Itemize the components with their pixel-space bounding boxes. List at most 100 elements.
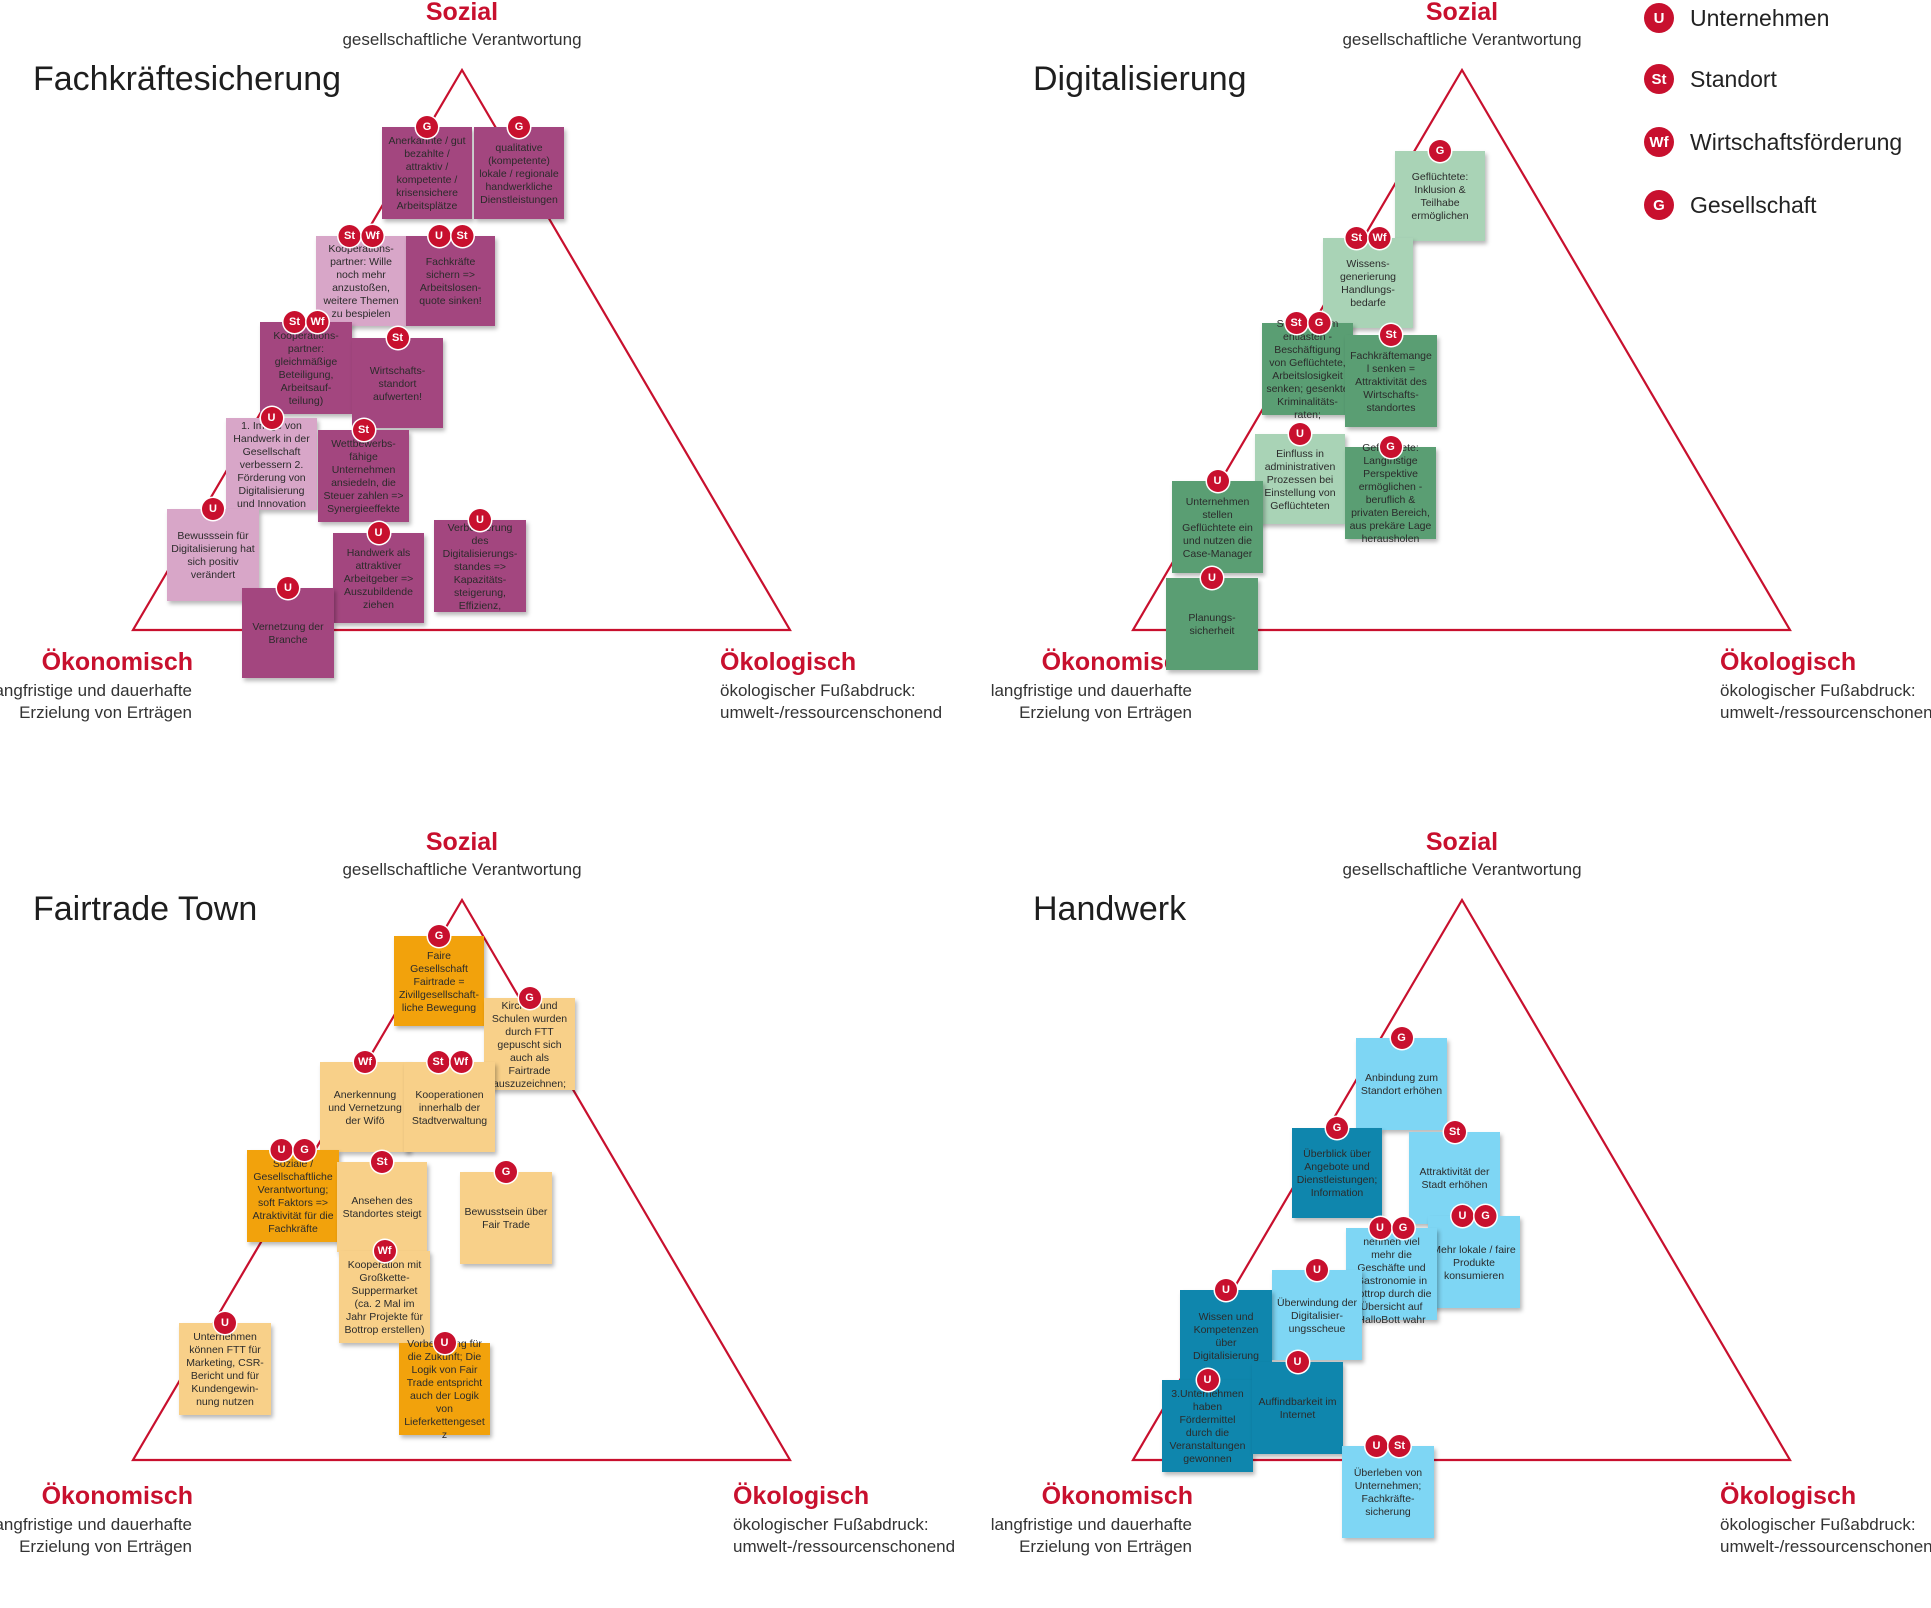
sticky-note: Wettbewerbs-fähige Unternehmen ansiedeln… xyxy=(318,430,409,522)
badge-wirtschaftsfoerderung: Wf xyxy=(1368,227,1391,249)
badge-gesellschaft: G xyxy=(518,987,541,1009)
legend-badge: St xyxy=(1644,64,1674,94)
sticky-note-text: Wettbewerbs-fähige Unternehmen ansiedeln… xyxy=(323,438,404,515)
sticky-note-text: Vernetzung der Branche xyxy=(252,621,324,646)
sticky-note: Wirtschafts-standort aufwerten! xyxy=(352,338,443,428)
badge-standort: St xyxy=(1285,312,1307,334)
sticky-note: Soziale / Gesellschaftliche Verantwortun… xyxy=(247,1150,339,1242)
legend-item-gesellschaft: G Gesellschaft xyxy=(1644,190,1817,220)
panel-handwerk: Handwerk Sozial gesellschaftliche Verantwo… xyxy=(991,828,1931,1608)
sticky-note-text: Kirchen und Schulen wurden durch FTT gep… xyxy=(491,999,568,1090)
stakeholder-badges: St xyxy=(1380,324,1402,346)
stakeholder-badges: St G xyxy=(1285,312,1330,334)
stakeholder-badges: G xyxy=(518,987,541,1009)
sticky-note: Verbesserung des Digitalisierungs-stande… xyxy=(434,520,526,612)
sticky-note: Überblick über Angebote und Dienstleistu… xyxy=(1292,1128,1382,1218)
corner-sozial-title: Sozial xyxy=(425,828,499,856)
corner-oekologisch-subtitle-line2: umwelt-/ressourcenschonend xyxy=(720,703,943,722)
legend-label: Unternehmen xyxy=(1690,4,1830,31)
stakeholder-badges: U xyxy=(1196,1369,1219,1391)
badge-gesellschaft: G xyxy=(293,1139,316,1161)
corner-sozial-subtitle: gesellschaftliche Verantwortung xyxy=(1342,860,1582,879)
sticky-note: Bewusssein für Digitalisierung hat sich … xyxy=(167,509,259,601)
sticky-note-text: Anerkannte / gut bezahlte / attraktiv / … xyxy=(388,135,466,212)
stakeholder-badges: St xyxy=(371,1151,393,1173)
sticky-note: Bewusstsein über Fair Trade xyxy=(460,1172,552,1264)
badge-wirtschaftsfoerderung: Wf xyxy=(450,1051,472,1073)
badge-unternehmen: U xyxy=(1206,470,1229,492)
corner-oekonomisch-subtitle-line1: langfristige und dauerhafte xyxy=(0,1515,192,1534)
sticky-note: Mehr lokale / faire Produkte konsumieren xyxy=(1428,1216,1520,1308)
badge-gesellschaft: G xyxy=(1474,1205,1497,1227)
stakeholder-badges: U xyxy=(260,407,283,429)
badge-standort: St xyxy=(451,225,473,247)
legend-label: Wirtschaftsförderung xyxy=(1690,128,1903,155)
panel-digitalisierung: Digitalisierung Sozial gesellschaftliche V… xyxy=(991,0,1931,778)
legend-badge: U xyxy=(1644,3,1674,33)
stakeholder-badges: G xyxy=(416,116,438,138)
sticky-note-text: Fachkräftemangel senken = Attraktivität … xyxy=(1350,349,1432,414)
badge-standort: St xyxy=(386,327,409,349)
corner-oekonomisch-title: Ökonomisch xyxy=(41,1482,193,1510)
stakeholder-badges: G xyxy=(495,1161,517,1183)
corner-oekonomisch-subtitle-line2: Erzielung von Erträgen xyxy=(1019,703,1192,722)
sticky-note: Kooperation mit Großkette-Suppermarket (… xyxy=(339,1251,430,1343)
corner-oekonomisch-subtitle-line2: Erzielung von Erträgen xyxy=(19,703,192,722)
sticky-note-text: Verbesserung des Digitalisierungs-stande… xyxy=(442,522,518,612)
badge-wirtschaftsfoerderung: Wf xyxy=(306,311,329,333)
corner-sozial-title: Sozial xyxy=(1425,0,1499,26)
badge-unternehmen: U xyxy=(1289,423,1311,445)
sticky-note: Fachkräftemangel senken = Attraktivität … xyxy=(1345,335,1437,427)
stakeholder-badges: U xyxy=(202,498,224,520)
sticky-note-text: Faire Gesellschaft Fairtrade = Zivillges… xyxy=(399,949,479,1014)
stakeholder-badges: U xyxy=(1206,470,1229,492)
badge-unternehmen: U xyxy=(277,577,299,599)
panel-title: Digitalisierung xyxy=(1033,60,1247,98)
badge-standort: St xyxy=(1443,1121,1466,1143)
sticky-note-text: Wirtschafts-standort aufwerten! xyxy=(369,364,426,403)
sticky-note-text: Vorbereitung für die Zukunft; Die Logik … xyxy=(404,1338,485,1441)
badge-gesellschaft: G xyxy=(1379,436,1402,458)
legend-badge: G xyxy=(1644,190,1674,220)
badge-unternehmen: U xyxy=(260,407,283,429)
stakeholder-badges: St Wf xyxy=(1345,227,1391,249)
corner-oekonomisch-subtitle-line1: langfristige und dauerhafte xyxy=(0,681,192,700)
sticky-note-text: Planungs-sicherheit xyxy=(1188,612,1236,637)
stakeholder-badges: St Wf xyxy=(338,225,384,247)
stakeholder-badges: U xyxy=(1215,1279,1237,1301)
stakeholder-badges: G xyxy=(508,116,530,138)
badge-unternehmen: U xyxy=(469,509,491,531)
sticky-note-text: Überleben von Unternehmen; Fachkräfte-si… xyxy=(1353,1467,1423,1518)
stakeholder-badges: U xyxy=(277,577,299,599)
badge-unternehmen: U xyxy=(1306,1259,1328,1281)
badge-gesellschaft: G xyxy=(1429,140,1451,162)
corner-oekologisch-title: Ökologisch xyxy=(1720,1482,1857,1510)
sticky-note-text: Wissen und Kompetenzen über Digitalisier… xyxy=(1193,1311,1259,1362)
stakeholder-badges: U xyxy=(367,522,390,544)
corner-oekologisch-title: Ökologisch xyxy=(733,1482,870,1510)
stakeholder-badges: U xyxy=(469,509,491,531)
sticky-note-text: 1. Image von Handwerk in der Gesellschaf… xyxy=(233,419,310,510)
stakeholder-badges: G xyxy=(1326,1117,1348,1139)
legend-label: Standort xyxy=(1690,65,1777,92)
badge-standort: St xyxy=(352,419,375,441)
sticky-note-text: Unternehmen können FTT für Marketing, CS… xyxy=(186,1331,264,1408)
sticky-note-text: Bewusssein für Digitalisierung hat sich … xyxy=(171,530,255,581)
sticky-note-text: Kooperations-partner: Wille noch mehr an… xyxy=(323,243,399,320)
sticky-note: Unternehmen können FTT für Marketing, CS… xyxy=(179,1323,271,1415)
sticky-note: Vorbereitung für die Zukunft; Die Logik … xyxy=(399,1338,490,1441)
badge-standort: St xyxy=(1388,1435,1411,1457)
sticky-note: Sozialsystem entlasten - Beschäftigung v… xyxy=(1262,318,1353,421)
corner-sozial-subtitle: gesellschaftliche Verantwortung xyxy=(342,860,582,879)
sticky-note-text: Einfluss in administrativen Prozessen be… xyxy=(1264,447,1336,512)
sticky-note: Unternehmen stellen Geflüchtete ein und … xyxy=(1172,481,1263,573)
badge-gesellschaft: G xyxy=(1308,312,1330,334)
panel-title: Fachkräftesicherung xyxy=(33,60,342,98)
sticky-note-text: Überblick über Angebote und Dienstleistu… xyxy=(1296,1148,1378,1199)
stakeholder-badges: St xyxy=(1443,1121,1466,1143)
stakeholder-badges: G xyxy=(428,925,450,947)
sticky-note: Vernetzung der Branche xyxy=(242,588,334,678)
